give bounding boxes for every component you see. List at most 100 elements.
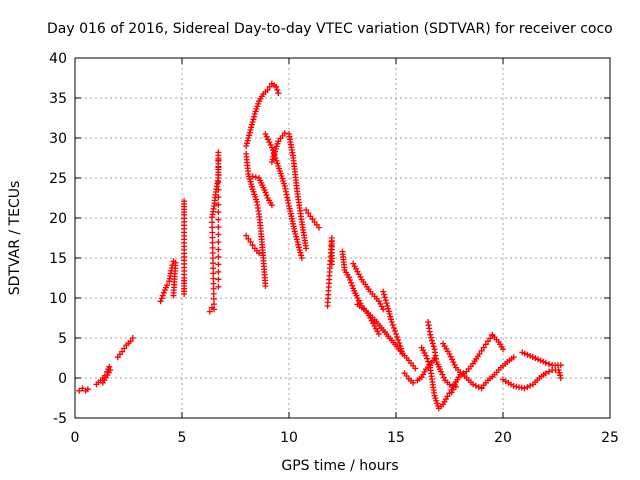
data-point — [427, 331, 434, 338]
data-point — [210, 290, 217, 297]
plot-frame — [74, 57, 611, 419]
data-point — [426, 361, 433, 368]
data-point — [395, 337, 402, 343]
data-point — [384, 303, 391, 309]
data-point — [478, 347, 485, 354]
data-point — [294, 239, 301, 245]
data-point — [249, 242, 256, 249]
data-point — [389, 322, 396, 328]
data-point — [210, 280, 217, 287]
data-point — [251, 113, 258, 120]
data-point — [244, 137, 251, 144]
data-point — [247, 239, 254, 245]
data-point — [211, 306, 218, 313]
series-arc12 — [303, 207, 322, 231]
data-point — [250, 116, 257, 123]
data-point — [243, 143, 250, 149]
data-point — [265, 136, 272, 143]
data-point — [249, 173, 256, 180]
data-point — [394, 334, 401, 340]
x-tick-label: 25 — [601, 430, 619, 446]
y-tick-label: 15 — [49, 251, 67, 267]
data-point — [449, 356, 456, 363]
data-point — [119, 348, 126, 355]
data-point — [210, 275, 217, 282]
data-point — [121, 345, 128, 352]
data-point — [256, 250, 263, 257]
data-point — [555, 367, 562, 373]
data-point — [296, 247, 303, 253]
data-point — [215, 268, 222, 275]
data-point — [164, 282, 171, 289]
series-arc4 — [157, 258, 179, 305]
data-point — [382, 297, 389, 304]
series-isolated-5 — [181, 198, 188, 297]
series-arc24 — [500, 367, 564, 392]
data-point — [460, 370, 467, 377]
data-point — [444, 393, 451, 400]
data-point — [430, 343, 437, 350]
data-point — [215, 216, 222, 223]
series-arc6 — [243, 80, 282, 149]
data-point — [482, 341, 489, 348]
series-arc23 — [489, 331, 506, 353]
data-point — [210, 301, 217, 308]
series-arc16 — [380, 288, 406, 357]
data-point — [210, 285, 217, 292]
x-tick-label: 10 — [280, 430, 298, 446]
data-point — [298, 255, 305, 261]
data-point — [245, 135, 252, 141]
data-point — [428, 337, 435, 344]
data-point — [297, 249, 304, 256]
data-point — [248, 121, 255, 128]
data-point — [375, 331, 382, 337]
data-point — [457, 371, 464, 378]
data-point — [446, 381, 453, 388]
y-tick-label: 10 — [49, 291, 67, 307]
data-point — [388, 319, 395, 325]
data-point — [266, 139, 273, 146]
y-tick-label: 0 — [58, 371, 67, 387]
x-tick-label: 5 — [178, 430, 187, 446]
x-tick-label: 0 — [71, 430, 80, 446]
data-point — [215, 201, 222, 208]
y-tick-label: 35 — [49, 91, 67, 107]
data-point — [385, 305, 392, 312]
data-point — [447, 353, 454, 360]
data-point — [410, 379, 417, 386]
data-point — [303, 207, 310, 213]
data-point — [247, 127, 254, 133]
data-point — [293, 236, 300, 243]
data-point — [215, 283, 222, 290]
data-point — [388, 316, 395, 323]
data-point — [399, 351, 406, 357]
y-axis-label: SDTVAR / TECUs — [7, 181, 23, 296]
data-point — [428, 334, 435, 341]
data-point — [557, 362, 564, 369]
data-point — [422, 352, 429, 359]
data-point — [346, 277, 353, 283]
data-point — [268, 202, 275, 209]
data-point — [79, 385, 86, 392]
data-point — [273, 83, 280, 90]
data-point — [385, 308, 392, 315]
x-tick-label: 15 — [387, 430, 405, 446]
data-point — [209, 244, 216, 251]
series-arc22 — [478, 354, 517, 391]
x-axis-label: GPS time / hours — [281, 458, 398, 474]
data-point — [76, 387, 83, 394]
data-point — [210, 260, 217, 267]
data-point — [527, 382, 534, 389]
data-point — [262, 131, 269, 137]
data-point — [315, 224, 322, 231]
x-tick-label: 20 — [494, 430, 512, 446]
data-point — [215, 194, 222, 201]
data-point — [215, 253, 222, 260]
data-point — [546, 361, 553, 367]
data-point — [215, 149, 222, 156]
data-point — [390, 325, 397, 331]
series-arc7 — [243, 151, 269, 289]
data-point — [345, 274, 352, 281]
data-point — [425, 358, 432, 365]
data-point — [209, 234, 216, 241]
